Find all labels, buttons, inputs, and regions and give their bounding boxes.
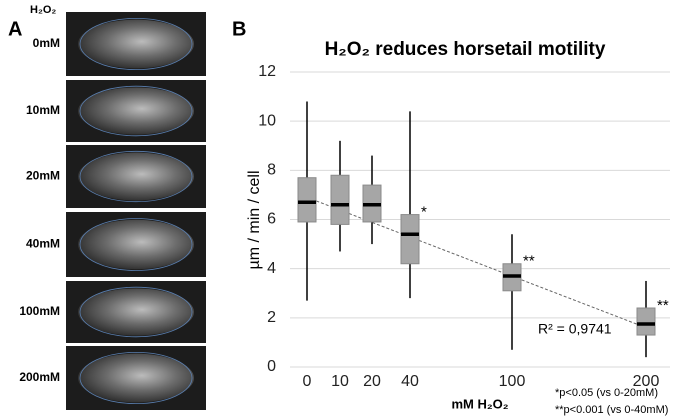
y-tick-label: 6 <box>267 211 276 228</box>
r-squared: R² = 0,9741 <box>538 321 612 337</box>
cell-signal <box>78 219 194 270</box>
trendline <box>306 196 647 329</box>
cell-signal <box>78 152 194 201</box>
y-tick-label: 10 <box>258 112 276 129</box>
cell-signal <box>78 87 194 135</box>
cell-signal <box>78 288 194 336</box>
cell-outline <box>79 351 193 404</box>
row-label: 40mM <box>26 237 60 251</box>
cell-outline <box>79 218 193 271</box>
row-label: 20mM <box>26 169 60 183</box>
x-axis-label: mM H₂O₂ <box>451 396 508 411</box>
panel-a: A H₂O₂ 0mM 10mM 20mM 40mM 100mM 200mM <box>8 4 206 410</box>
chart-title: H₂O₂ reduces horsetail motility <box>325 39 606 60</box>
y-tick-label: 0 <box>267 358 276 375</box>
cell-signal <box>78 353 194 403</box>
significance: ** <box>657 297 669 314</box>
x-tick-label: 10 <box>331 373 349 390</box>
y-axis-label: µm / min / cell <box>246 170 263 269</box>
cell-signal <box>78 19 194 69</box>
x-tick-label: 40 <box>401 373 419 390</box>
row-label: 100mM <box>19 304 60 318</box>
row-label: 10mM <box>26 103 60 117</box>
box <box>297 177 317 223</box>
y-tick-label: 12 <box>258 63 276 80</box>
significance: ** <box>523 253 535 270</box>
x-tick-label: 200 <box>633 373 660 390</box>
cell-outline <box>79 150 193 203</box>
box <box>636 307 656 336</box>
cell-outline <box>79 286 193 338</box>
x-tick-label: 100 <box>499 373 526 390</box>
panel-b: B H₂O₂ reduces horsetail motility µm / m… <box>232 18 670 416</box>
x-tick-label: 0 <box>303 373 312 390</box>
panel-label: A <box>8 18 22 40</box>
panel-label: B <box>232 18 246 40</box>
footnote: **p<0.001 (vs 0-40mM) <box>555 404 668 416</box>
cell-outline <box>79 17 193 71</box>
cell-outline <box>79 85 193 137</box>
y-tick-label: 8 <box>267 162 276 179</box>
box <box>330 174 350 225</box>
row-label: 0mM <box>33 36 60 50</box>
x-tick-label: 20 <box>363 373 381 390</box>
box <box>400 214 420 265</box>
y-tick-label: 4 <box>267 260 276 277</box>
footnote: *p<0.05 (vs 0-20mM) <box>555 387 658 399</box>
column-header: H₂O₂ <box>30 4 56 16</box>
row-label: 200mM <box>19 370 60 384</box>
y-tick-label: 2 <box>267 309 276 326</box>
significance: * <box>421 204 427 221</box>
